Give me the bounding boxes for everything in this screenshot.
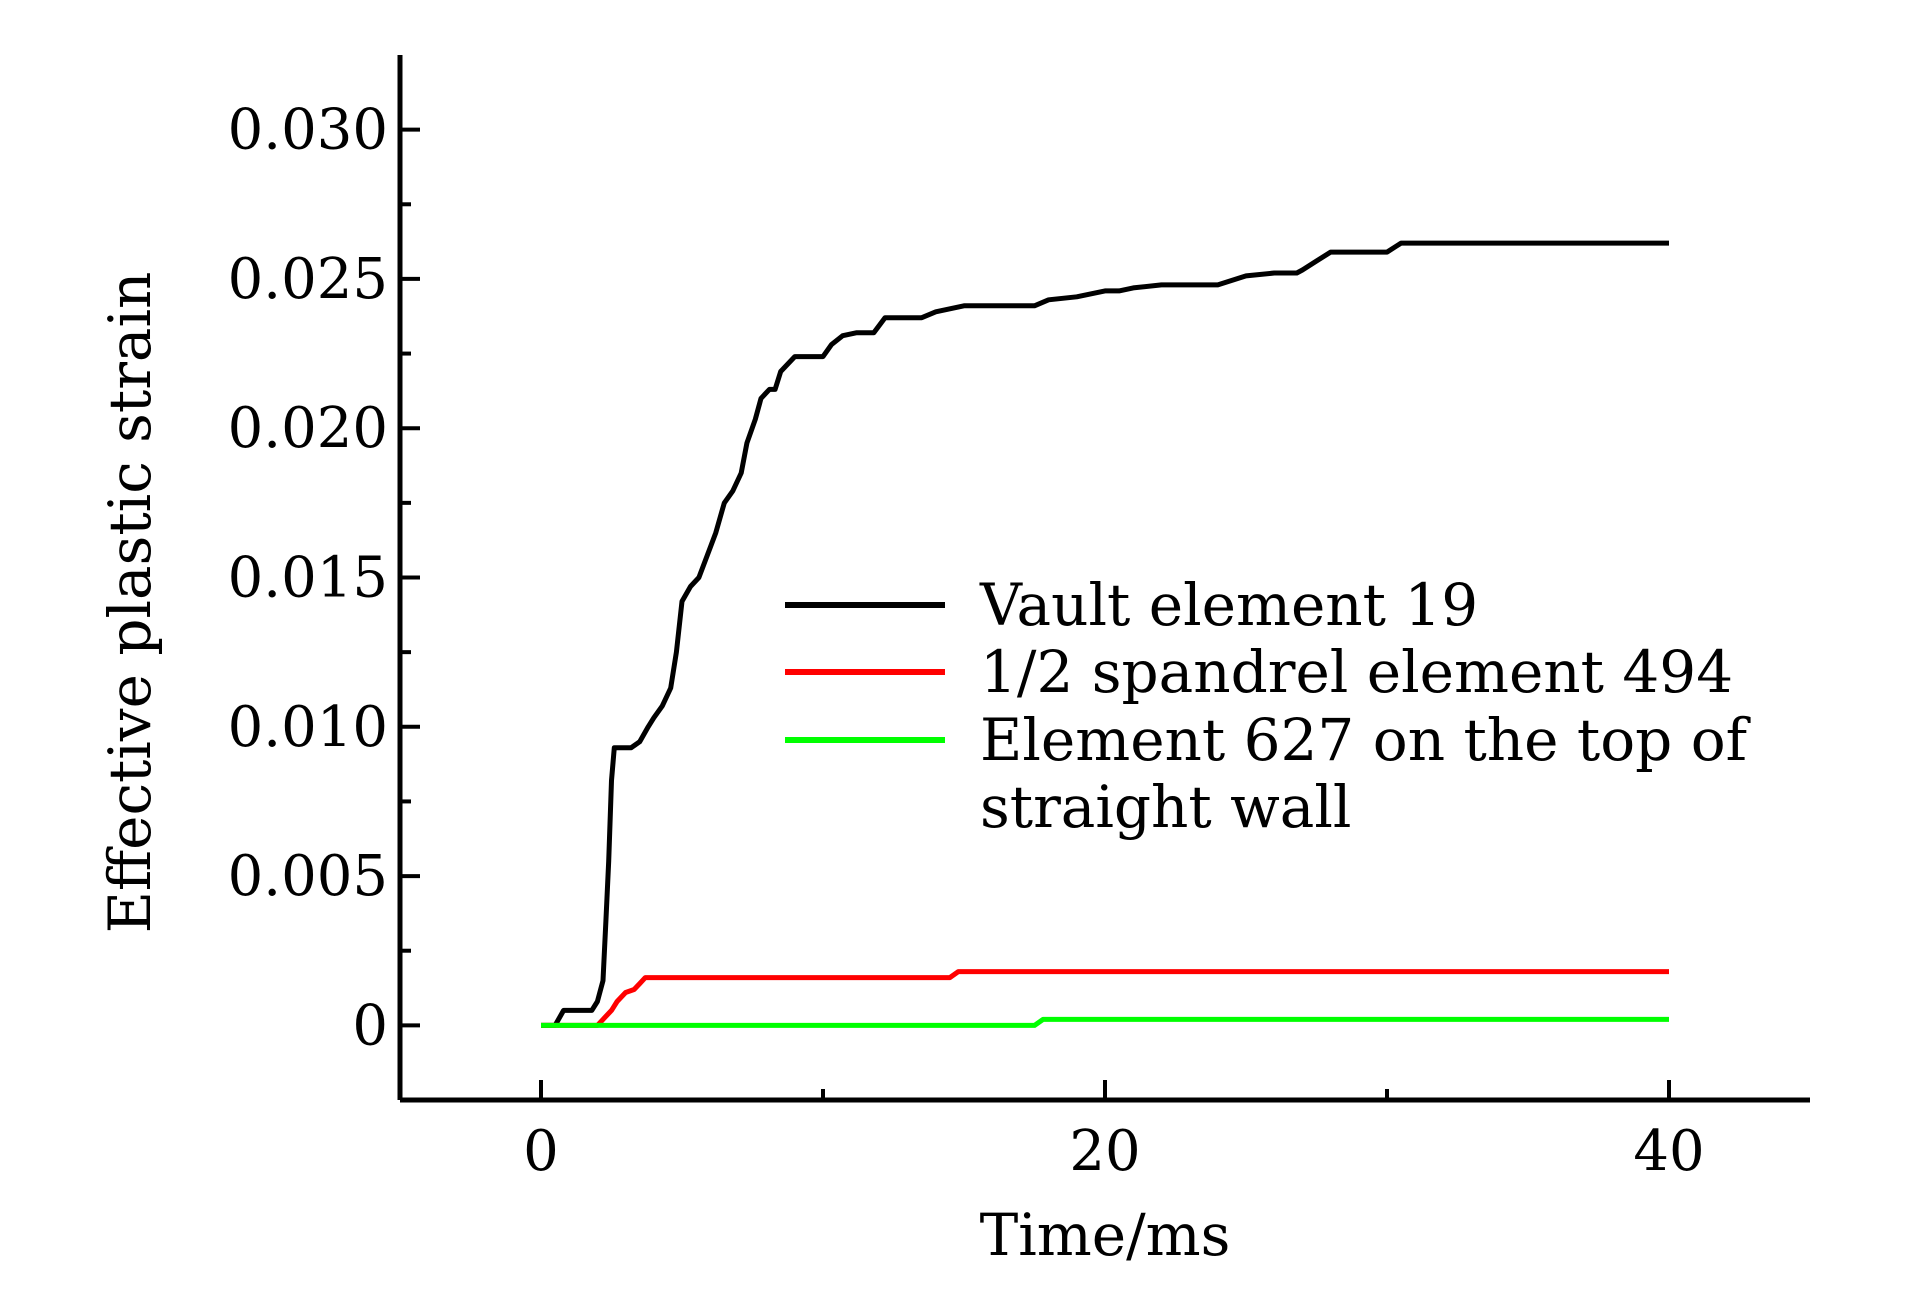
legend-label-line: 1/2 spandrel element 494 [980, 638, 1733, 706]
legend-label-line: Vault element 19 [979, 571, 1478, 639]
y-tick-label: 0 [352, 993, 388, 1058]
series-line-2 [541, 969, 1669, 1028]
legend-label-line: Element 627 on the top of [980, 706, 1751, 774]
x-tick-label: 20 [1069, 1119, 1140, 1184]
x-axis-title: Time/ms [980, 1201, 1231, 1269]
series-group [541, 240, 1669, 1028]
y-ticks: 0 0.005 0.010 0.015 0.020 0.025 0.030 [228, 98, 420, 1102]
x-tick-label: 0 [523, 1119, 559, 1184]
y-tick-label: 0.030 [228, 98, 388, 163]
legend: Vault element 191/2 spandrel element 494… [785, 571, 1751, 841]
y-tick-label: 0.010 [228, 695, 388, 760]
legend-label-1: Vault element 19 [979, 571, 1478, 639]
y-tick-label: 0.015 [228, 546, 388, 611]
series-line-3 [541, 1016, 1669, 1028]
y-axis-title: Effective plastic strain [96, 272, 164, 934]
x-ticks: 0 20 40 [523, 1080, 1705, 1184]
legend-label-2: 1/2 spandrel element 494 [980, 638, 1733, 706]
legend-label-3: Element 627 on the top of straight wall [980, 706, 1751, 841]
y-tick-label: 0.025 [228, 247, 388, 312]
legend-label-line: straight wall [980, 773, 1351, 841]
series-line-1 [541, 240, 1669, 1028]
x-tick-label: 40 [1633, 1119, 1704, 1184]
y-tick-label: 0.020 [228, 396, 388, 461]
y-tick-label: 0.005 [228, 844, 388, 909]
